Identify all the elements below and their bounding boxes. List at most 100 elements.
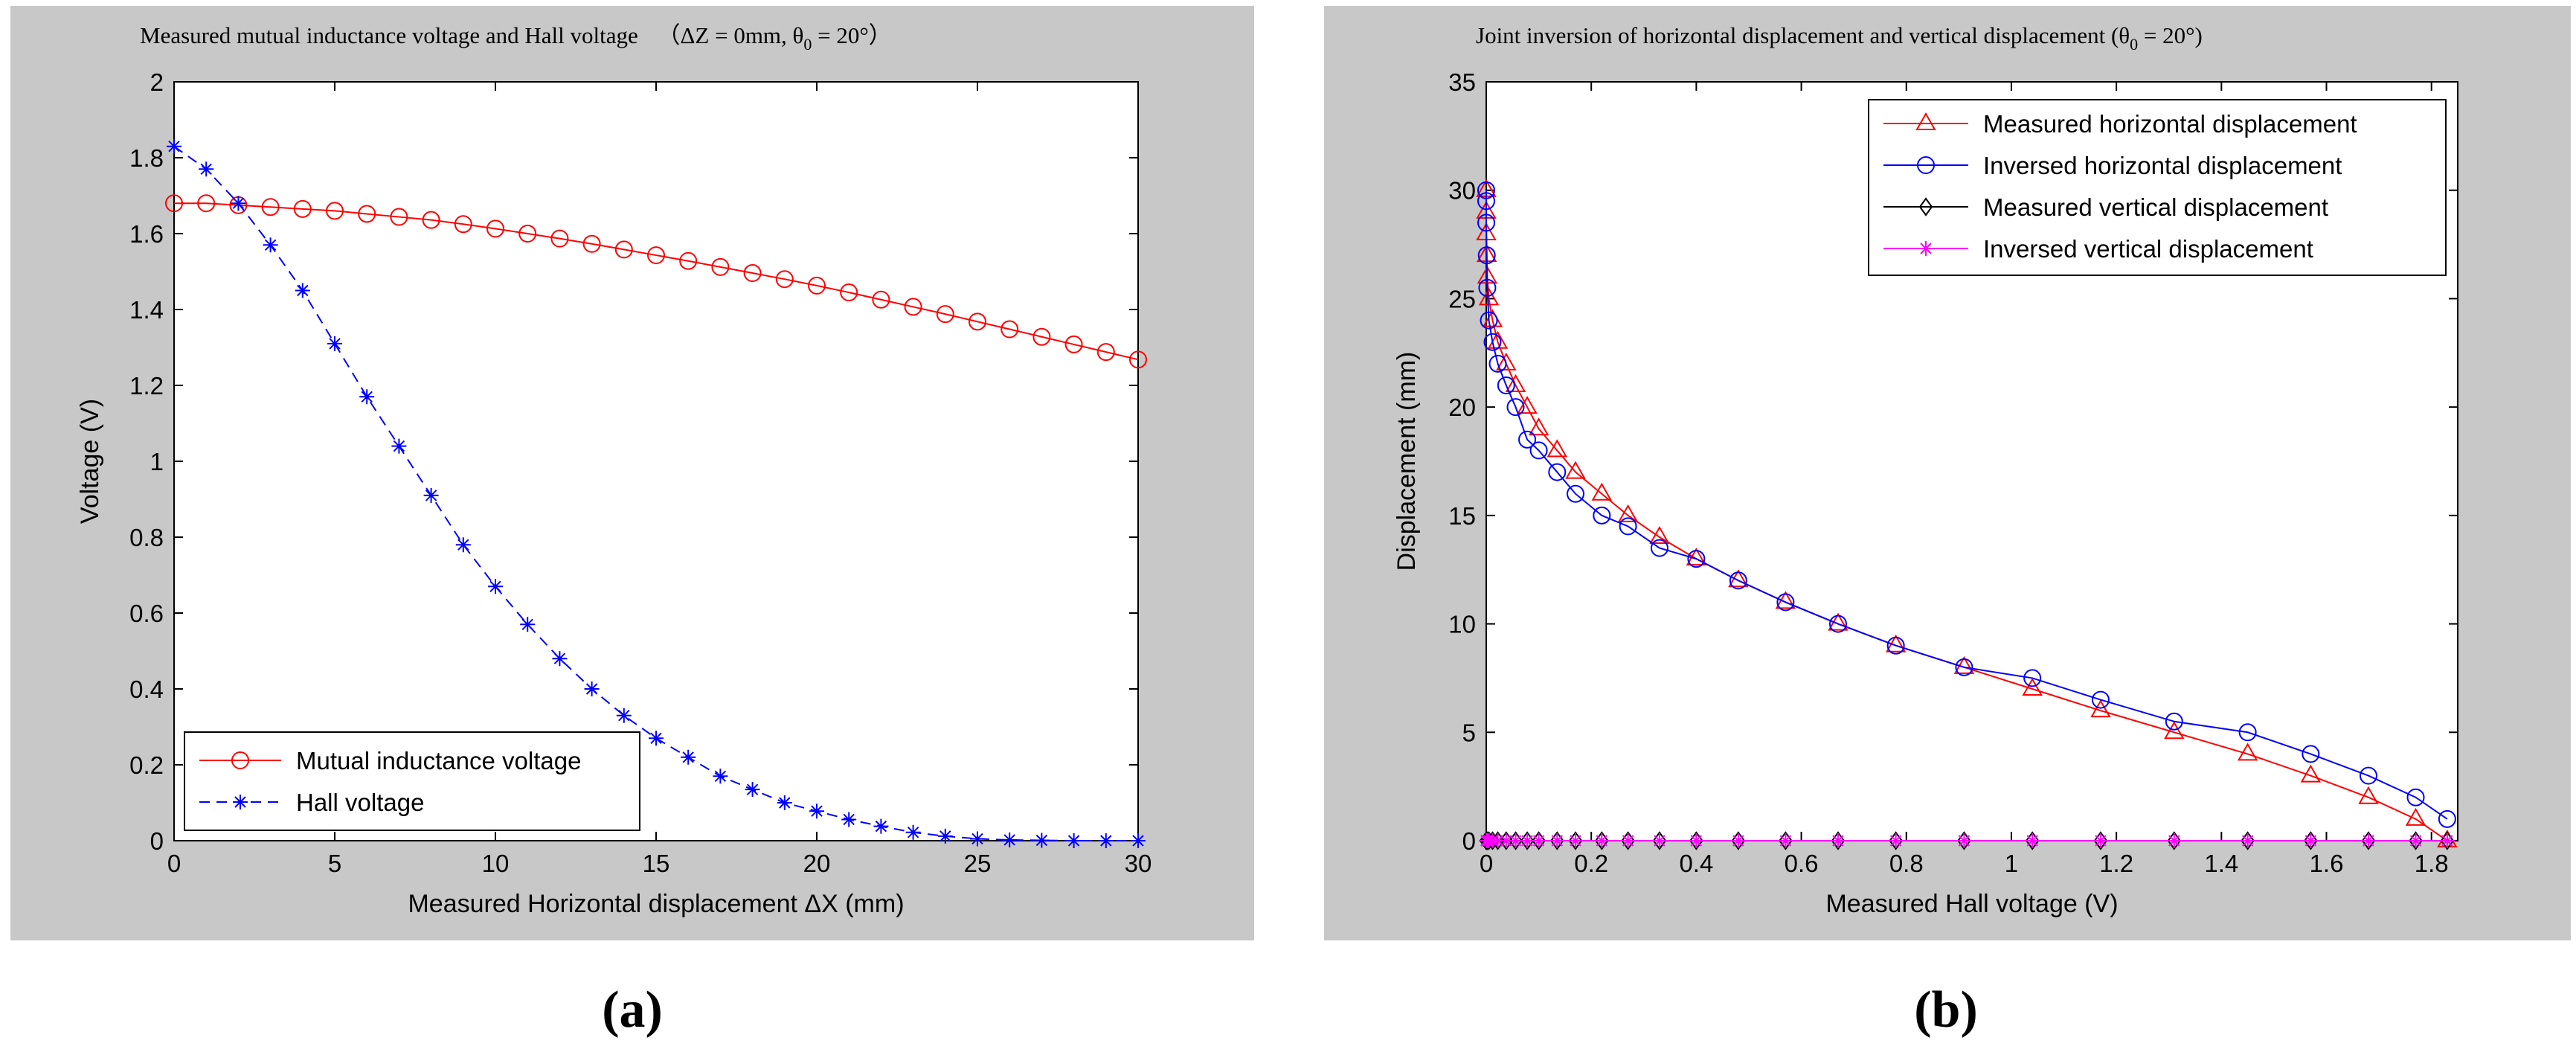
panel-a-data-point xyxy=(936,305,954,324)
panel-a-ytick-label: 0 xyxy=(150,827,164,855)
panel-a-xtick-label: 10 xyxy=(482,850,510,877)
panel-b-data-point xyxy=(1520,833,1535,848)
panel-a-xlabel: Measured Horizontal displacement ΔX (mm) xyxy=(408,890,904,918)
panel-b-data-point xyxy=(1565,461,1586,479)
panel-b-data-point xyxy=(1548,463,1567,481)
panel-a-legend: Mutual inductance voltage Hall voltage xyxy=(184,731,640,831)
panel-b-data-point xyxy=(1595,831,1609,850)
caption-b: (b) xyxy=(1914,981,1978,1039)
panel-a-data-point xyxy=(1002,832,1018,847)
panel-a-data-point xyxy=(455,537,471,553)
panel-b-data-point xyxy=(2303,833,2319,848)
panel-a-data-point xyxy=(486,219,504,238)
panel-b-data-point xyxy=(1528,417,1549,436)
panel-b-title: Joint inversion of horizontal displaceme… xyxy=(1476,22,2203,54)
legend-label-mutual: Mutual inductance voltage xyxy=(296,747,581,774)
legend-marker-hall xyxy=(233,795,248,809)
panel-a-data-point xyxy=(649,731,664,746)
panel-b-data-point xyxy=(1506,398,1525,417)
panel-a-ytick-label: 1.2 xyxy=(129,372,164,400)
panel-a-data-point xyxy=(582,234,601,253)
panel-a-ytick-label: 2 xyxy=(150,68,164,96)
panel-b-data-point xyxy=(1505,373,1526,392)
panel-b-legend-marker xyxy=(1915,112,1936,130)
panel-b-data-point xyxy=(1594,833,1610,848)
panel-b-data-point xyxy=(2092,833,2108,848)
panel-b-data-point xyxy=(2438,809,2456,828)
panel-b-data-point xyxy=(1651,833,1667,848)
panel-a-data-point xyxy=(872,290,890,309)
panel-b-data-point xyxy=(1652,831,1667,850)
panel-a-data-point xyxy=(552,651,568,667)
panel-b-series-line xyxy=(1485,190,2448,820)
panel-a-data-point xyxy=(197,194,216,213)
panel-b-data-point xyxy=(2440,831,2455,850)
panel-a-data-point xyxy=(390,208,408,226)
panel-a-data-point xyxy=(713,769,728,784)
panel-b-data-point xyxy=(1886,636,1905,655)
panel-a-data-point xyxy=(873,818,889,834)
panel-a-data-point xyxy=(165,194,183,213)
legend-label-meas-vert: Measured vertical displacement xyxy=(1983,193,2328,221)
panel-b-data-point xyxy=(1497,376,1515,394)
panel-b-xtick-label: 1.8 xyxy=(2415,850,2449,877)
panel-a-data-point xyxy=(1000,320,1019,339)
panel-b-ytick-label: 0 xyxy=(1462,827,1476,855)
panel-b-data-point xyxy=(2361,831,2376,850)
panel-b-data-point xyxy=(2164,721,2185,740)
panel-b-data-point xyxy=(2240,833,2255,848)
legend-marker-mutual xyxy=(231,751,249,769)
panel-b-data-point xyxy=(1546,439,1568,458)
panel-a-data-point xyxy=(681,749,696,765)
panel-b-data-point xyxy=(1828,615,1847,633)
panel-b-data-point xyxy=(2165,712,2183,731)
panel-b-data-point xyxy=(1956,833,1972,848)
panel-b-data-point xyxy=(2025,831,2040,850)
panel-b-legend-marker xyxy=(1918,241,1933,256)
panel-b-data-point xyxy=(2439,833,2455,848)
panel-b-data-point xyxy=(1957,831,1971,850)
panel-a-data-point xyxy=(358,205,376,223)
panel-a-xtick-label: 5 xyxy=(328,850,341,877)
panel-b-data-point xyxy=(2090,699,2111,718)
panel-a-series-line xyxy=(174,202,1139,361)
panel-b-data-point xyxy=(2093,831,2108,850)
panel-b-legend: Measured horizontal displacement Inverse… xyxy=(1868,99,2447,276)
panel-b-data-point xyxy=(2022,677,2043,696)
panel-a-data-point xyxy=(777,795,792,810)
panel-b-data-point xyxy=(1687,550,1706,568)
panel-b-data-point xyxy=(1591,482,1613,501)
panel-b-xtick-label: 0.2 xyxy=(1574,850,1608,877)
legend-label-meas-horiz: Measured horizontal displacement xyxy=(1983,110,2357,138)
panel-a-data-point xyxy=(231,196,246,211)
panel-a-data-point xyxy=(905,824,921,840)
legend-hall-asterisk xyxy=(233,795,248,809)
panel-b-data-point xyxy=(1955,658,1973,676)
panel-a-xtick-label: 25 xyxy=(964,850,992,877)
panel-a-data-point xyxy=(711,257,730,276)
panel-b-data-point xyxy=(1649,525,1670,544)
panel-b-data-point xyxy=(1477,246,1496,265)
panel-a-data-point xyxy=(1034,833,1050,848)
panel-b-data-point xyxy=(1488,354,1507,373)
panel-b-data-point xyxy=(1593,506,1611,525)
panel-b-ytick-label: 20 xyxy=(1448,394,1476,421)
panel-a-xtick-label: 20 xyxy=(803,850,831,877)
panel-a-data-point xyxy=(488,579,503,594)
panel-a-data-point xyxy=(1131,833,1146,848)
legend-label-inv-horiz: Inversed horizontal displacement xyxy=(1983,152,2342,179)
panel-a-data-point xyxy=(295,283,310,298)
panel-a-data-point xyxy=(167,138,182,154)
panel-a-data-point xyxy=(1098,833,1114,848)
panel-b-data-point xyxy=(1520,831,1535,850)
panel-b-data-point xyxy=(1568,833,1584,848)
panel-b-data-point xyxy=(1529,441,1548,460)
panel-a-series xyxy=(165,138,1147,848)
panel-a-data-point xyxy=(808,276,826,295)
panel-a-ytick-label: 0.4 xyxy=(129,676,164,703)
panel-b-data-point xyxy=(2091,690,2110,709)
panel-b-data-point xyxy=(1483,333,1502,351)
panel-a-data-point xyxy=(199,161,214,177)
panel-a-data-point xyxy=(359,389,375,405)
